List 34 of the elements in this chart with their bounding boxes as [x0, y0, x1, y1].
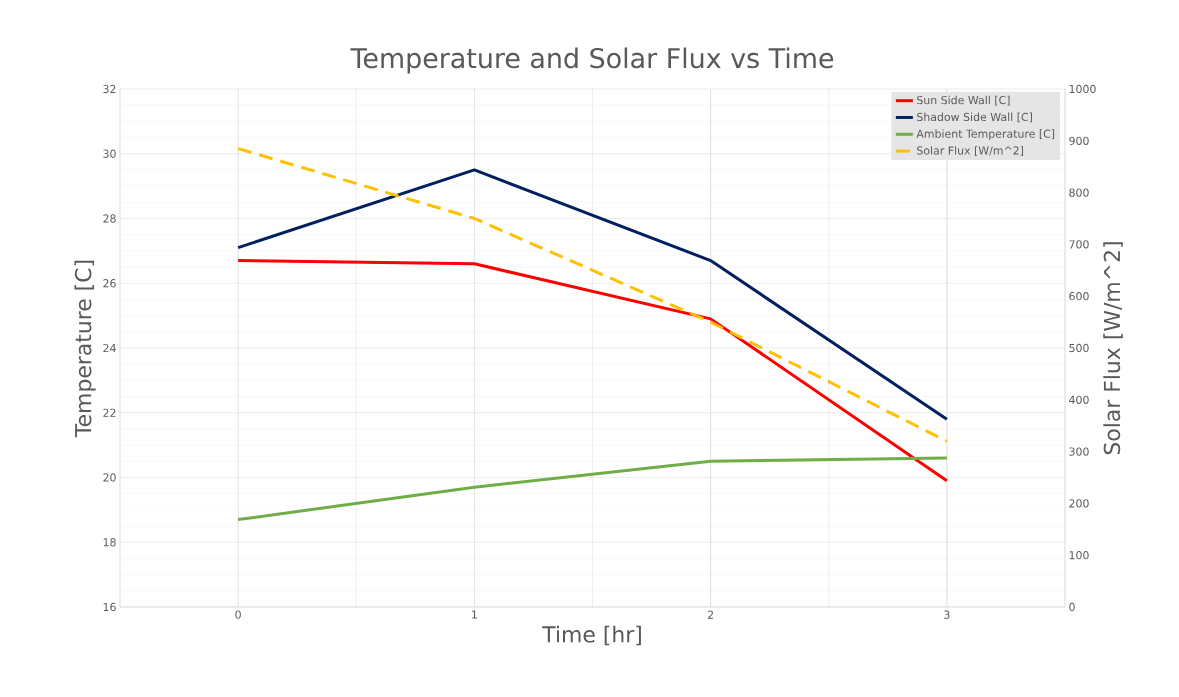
y-tick-label: 28 — [103, 214, 116, 223]
y-axis-title: Temperature [C] — [74, 260, 96, 438]
y2-tick-label: 1000 — [1069, 84, 1096, 94]
chart-title: Temperature and Solar Flux vs Time — [350, 47, 834, 74]
legend-label: Solar Flux [W/m^2] — [917, 146, 1023, 156]
line-series — [236, 259, 949, 483]
x-tick-label: 0 — [235, 610, 241, 619]
y-tick-label: 16 — [103, 602, 116, 612]
y2-tick-label: 200 — [1069, 499, 1089, 508]
y-tick-label: 30 — [103, 149, 116, 158]
x-tick-label: 1 — [472, 610, 477, 619]
y2-tick-label: 700 — [1069, 240, 1089, 249]
x-axis-title: Time [hr] — [542, 625, 641, 646]
y2-tick-label: 100 — [1069, 551, 1089, 560]
y-tick-label: 32 — [103, 84, 116, 94]
legend-label: Shadow Side Wall [C] — [917, 112, 1032, 123]
y-tick-label: 18 — [103, 538, 116, 547]
y2-axis-title: Solar Flux [W/m^2] — [1103, 242, 1123, 455]
x-tick-label: 2 — [707, 610, 714, 619]
y2-tick-label: 900 — [1069, 136, 1089, 145]
y-tick-label: 24 — [103, 343, 116, 353]
y2-tick-label: 0 — [1069, 602, 1075, 612]
legend-label: Sun Side Wall [C] — [917, 95, 1010, 106]
y-tick-label: 22 — [103, 408, 116, 417]
y2-tick-label: 400 — [1069, 395, 1089, 404]
y2-tick-label: 800 — [1069, 188, 1089, 197]
y-tick-label: 20 — [103, 473, 116, 482]
y2-tick-label: 500 — [1069, 343, 1089, 353]
y2-tick-label: 600 — [1069, 292, 1089, 301]
y-tick-label: 26 — [103, 279, 116, 288]
y2-tick-label: 300 — [1069, 447, 1089, 456]
line-series — [236, 456, 949, 522]
legend-label: Ambient Temperature [C] — [916, 129, 1055, 140]
x-tick-label: 3 — [944, 610, 950, 619]
